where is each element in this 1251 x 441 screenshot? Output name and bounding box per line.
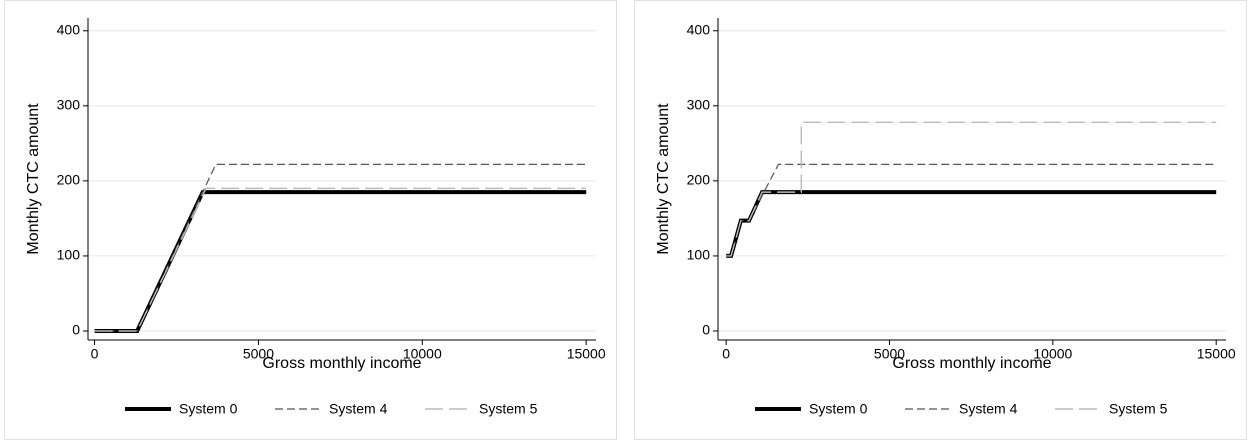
panel-frame bbox=[634, 0, 1247, 440]
y-tick-label: 200 bbox=[687, 172, 711, 188]
x-tick-label: 0 bbox=[91, 346, 99, 362]
series-line bbox=[94, 190, 587, 333]
x-tick-label: 10000 bbox=[403, 346, 442, 362]
panel: 0 100 200 300 400 0 5000 10000 15000 Gross monthl… bbox=[4, 0, 617, 440]
x-axis-title: Gross monthly income bbox=[262, 355, 421, 372]
y-tick-label: 100 bbox=[57, 247, 81, 263]
legend-label: System 4 bbox=[959, 401, 1018, 417]
y-tick-label: 200 bbox=[57, 172, 81, 188]
x-tick-label: 10000 bbox=[1033, 346, 1072, 362]
y-tick-label: 400 bbox=[57, 21, 81, 37]
y-axis-title: Monthly CTC amount bbox=[655, 103, 672, 255]
series-line bbox=[726, 121, 1217, 257]
legend-label: System 5 bbox=[1109, 401, 1168, 417]
series-line bbox=[726, 163, 1217, 257]
x-tick-label: 5000 bbox=[874, 346, 905, 362]
series-line bbox=[94, 187, 587, 332]
legend-label: System 5 bbox=[479, 401, 538, 417]
legend-label: System 4 bbox=[329, 401, 388, 417]
legend-label: System 0 bbox=[809, 401, 868, 417]
y-tick-label: 400 bbox=[687, 21, 711, 37]
series-line bbox=[726, 190, 1217, 258]
series-line bbox=[94, 163, 587, 332]
y-tick-label: 0 bbox=[72, 322, 80, 338]
panel-frame bbox=[4, 0, 617, 440]
legend-label: System 0 bbox=[179, 401, 238, 417]
y-tick-label: 0 bbox=[702, 322, 710, 338]
x-axis-title: Gross monthly income bbox=[892, 355, 1051, 372]
x-tick-label: 0 bbox=[722, 346, 730, 362]
y-tick-label: 300 bbox=[687, 97, 711, 113]
y-tick-label: 100 bbox=[687, 247, 711, 263]
x-tick-label: 15000 bbox=[1197, 346, 1236, 362]
x-tick-label: 15000 bbox=[567, 346, 606, 362]
y-tick-label: 300 bbox=[57, 97, 81, 113]
panel: 0 100 200 300 400 0 5000 10000 15000 Gross monthl… bbox=[634, 0, 1247, 440]
y-axis-title: Monthly CTC amount bbox=[25, 103, 42, 255]
x-tick-label: 5000 bbox=[243, 346, 274, 362]
